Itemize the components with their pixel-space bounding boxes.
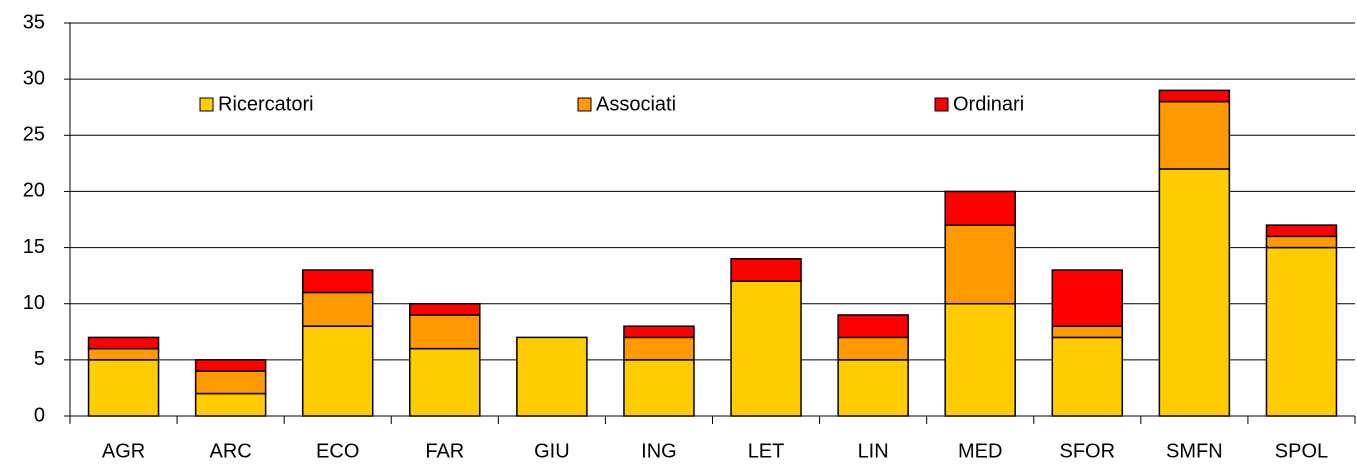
bar-segment bbox=[194, 392, 267, 417]
bar-segment bbox=[194, 370, 267, 395]
bar-segment bbox=[1158, 100, 1231, 170]
legend-label: Ricercatori bbox=[218, 93, 314, 115]
bar-segment bbox=[1051, 336, 1124, 417]
bar-segment bbox=[1158, 89, 1231, 103]
y-tick-label: 15 bbox=[23, 236, 45, 258]
bar-segment bbox=[301, 269, 374, 294]
y-tick-label: 20 bbox=[23, 180, 45, 202]
bar-segment bbox=[623, 359, 695, 417]
x-tick-label: ECO bbox=[316, 440, 359, 462]
legend-swatch bbox=[199, 97, 214, 112]
bar-segment bbox=[623, 336, 695, 361]
bar-segment bbox=[1265, 246, 1338, 417]
bar-segment bbox=[837, 359, 909, 417]
y-tick-label: 35 bbox=[23, 11, 45, 33]
bar-segment bbox=[87, 347, 160, 361]
bar-segment bbox=[409, 347, 481, 417]
bar-segment bbox=[1158, 168, 1231, 417]
x-tick-label: MED bbox=[958, 440, 1002, 462]
bar-segment bbox=[623, 325, 695, 339]
bar-segment bbox=[301, 325, 374, 417]
bar-segment bbox=[944, 190, 1016, 226]
bar-segment bbox=[730, 258, 802, 283]
bar-segment bbox=[730, 280, 802, 417]
x-tick-label: LIN bbox=[858, 440, 889, 462]
bar-segment bbox=[1051, 269, 1124, 327]
y-tick-label: 0 bbox=[34, 404, 45, 426]
bar-segment bbox=[1051, 325, 1124, 339]
bar-segment bbox=[301, 291, 374, 327]
x-tick-label: ING bbox=[641, 440, 677, 462]
y-tick-label: 10 bbox=[23, 292, 45, 314]
y-tick-label: 5 bbox=[34, 348, 45, 370]
legend-swatch bbox=[577, 97, 592, 112]
x-tick-label: SPOL bbox=[1275, 440, 1328, 462]
x-tick-label: AGR bbox=[102, 440, 145, 462]
bar-segment bbox=[944, 302, 1016, 417]
bar-segment bbox=[1265, 224, 1338, 238]
bar-segment bbox=[944, 224, 1016, 305]
x-tick-label: FAR bbox=[425, 440, 464, 462]
x-tick-label: GIU bbox=[534, 440, 570, 462]
y-tick-label: 30 bbox=[23, 67, 45, 89]
y-tick-label: 25 bbox=[23, 124, 45, 146]
bar-segment bbox=[516, 336, 588, 417]
bar-segment bbox=[194, 359, 267, 372]
x-tick-label: SMFN bbox=[1166, 440, 1223, 462]
bar-segment bbox=[837, 336, 909, 361]
legend-swatch bbox=[934, 97, 949, 112]
bar-segment bbox=[837, 314, 909, 339]
bar-segment bbox=[409, 314, 481, 350]
bar-segment bbox=[409, 302, 481, 316]
bar-segment bbox=[87, 359, 160, 417]
bar-segment bbox=[87, 336, 160, 350]
legend-label: Associati bbox=[596, 93, 676, 115]
x-tick-label: LET bbox=[748, 440, 785, 462]
bar-segment bbox=[1265, 235, 1338, 249]
legend-label: Ordinari bbox=[953, 93, 1024, 115]
x-tick-label: ARC bbox=[210, 440, 252, 462]
x-tick-label: SFOR bbox=[1060, 440, 1116, 462]
